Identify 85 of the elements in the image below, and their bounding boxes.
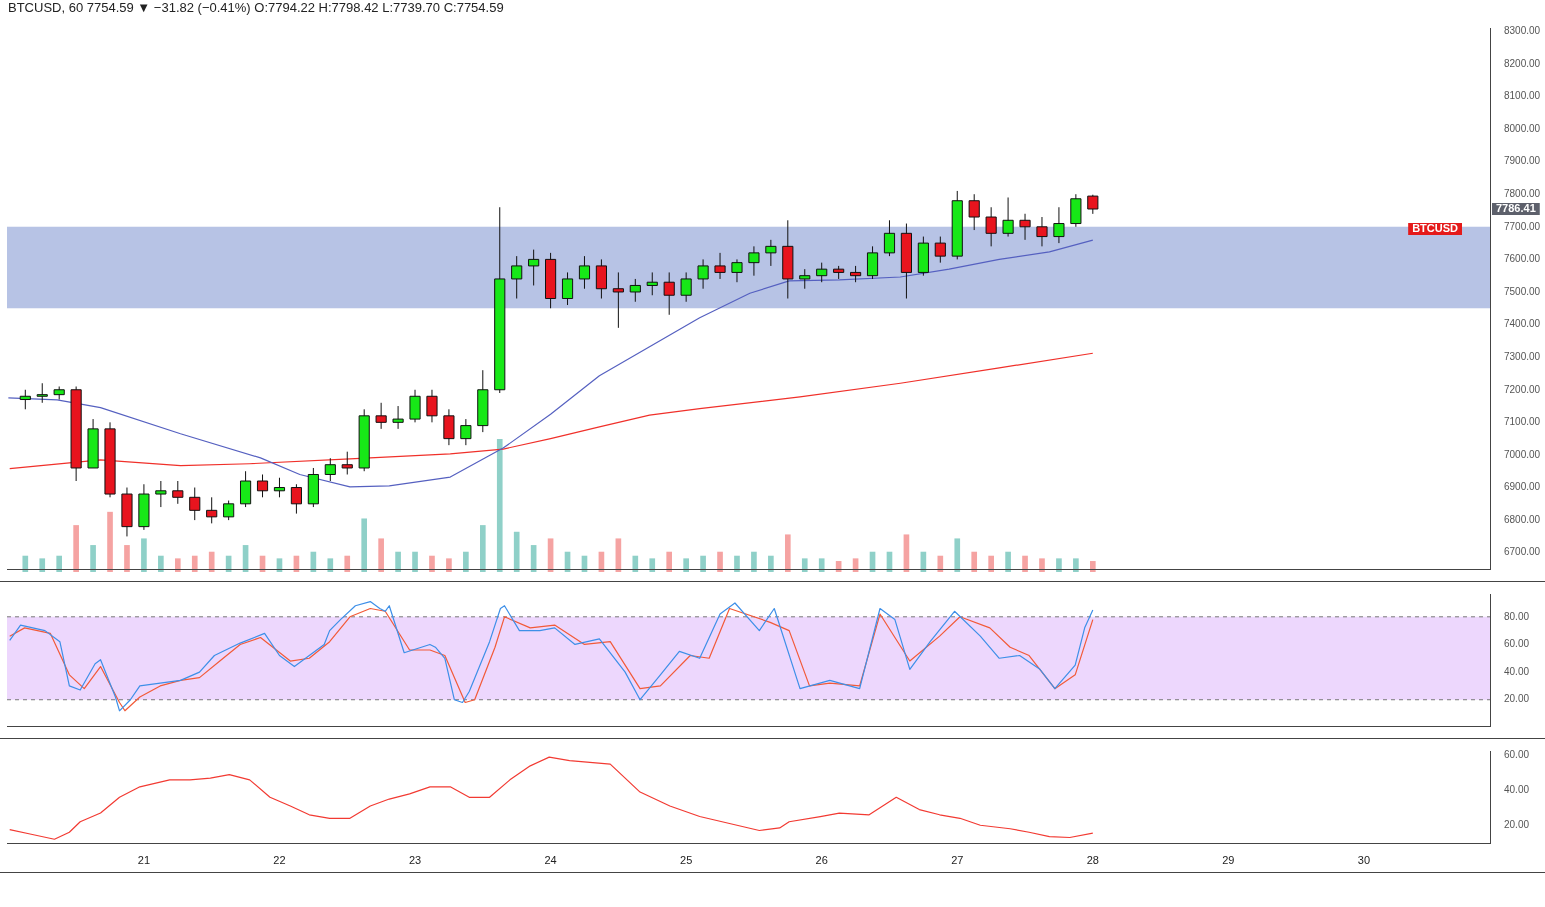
bar <box>1073 558 1079 572</box>
bar <box>107 511 113 572</box>
bar <box>158 555 164 572</box>
x-tick-label: 29 <box>1222 854 1235 867</box>
bar <box>1056 558 1062 572</box>
x-tick-label: 23 <box>408 854 422 867</box>
bar <box>378 538 384 572</box>
y-tick-label: 8300.00 <box>1504 25 1541 37</box>
y-tick-label: 7500.00 <box>1504 285 1541 297</box>
candlestick <box>714 252 726 280</box>
y-tick-label: 6700.00 <box>1504 546 1541 558</box>
y-tick-label: 7000.00 <box>1504 448 1541 460</box>
bar <box>818 558 825 572</box>
annotation: BTCUSD <box>1412 222 1459 235</box>
bar <box>344 555 351 572</box>
y-tick-label: 8100.00 <box>1504 90 1541 102</box>
y-tick-label: 7100.00 <box>1504 416 1541 428</box>
bar <box>191 555 198 572</box>
bar <box>73 525 79 572</box>
y-tick-label: 7300.00 <box>1504 350 1541 362</box>
bar <box>1022 555 1028 572</box>
y-tick-label: 60.00 <box>1504 749 1530 761</box>
y-tick-label: 7400.00 <box>1504 318 1541 330</box>
x-tick-label: 22 <box>273 854 286 867</box>
bar <box>22 555 29 572</box>
bar <box>429 555 435 572</box>
y-tick-label: 7200.00 <box>1504 383 1541 395</box>
bar <box>361 518 368 572</box>
bar <box>937 555 944 572</box>
bar <box>768 555 774 572</box>
bar <box>954 538 961 572</box>
bar <box>513 531 520 572</box>
bar <box>1039 558 1045 572</box>
y-tick-label: 8200.00 <box>1504 57 1541 69</box>
bar <box>496 439 503 572</box>
y-tick-label: 40.00 <box>1504 665 1530 677</box>
bar <box>39 558 46 572</box>
bar <box>90 545 96 572</box>
bar <box>1089 561 1096 572</box>
y-tick-label: 7700.00 <box>1504 220 1541 232</box>
y-tick-label: 7800.00 <box>1504 187 1541 199</box>
x-tick-label: 30 <box>1357 854 1371 867</box>
bar <box>327 558 334 572</box>
candlestick <box>731 258 743 283</box>
y-tick-label: 20.00 <box>1504 693 1530 705</box>
bar <box>412 551 418 572</box>
bar <box>56 555 63 572</box>
y-tick-label: 8000.00 <box>1504 122 1541 134</box>
x-tick-label: 28 <box>1086 854 1099 867</box>
bar <box>801 558 808 572</box>
bar <box>734 555 740 572</box>
y-tick-label: 6800.00 <box>1504 513 1541 525</box>
bar <box>124 545 130 572</box>
x-tick-label: 21 <box>137 854 151 867</box>
bar <box>479 525 486 572</box>
bar <box>700 555 706 572</box>
chart-title: BTCUSD, 60 7754.59 ▼ −31.82 (−0.41%) O:7794.22 H:7798.42 L:7739.70 C:7754.59 <box>8 0 504 16</box>
bar <box>174 558 181 572</box>
bar <box>666 551 673 572</box>
x-tick-label: 24 <box>544 854 557 867</box>
y-tick-label: 7600.00 <box>1504 253 1541 265</box>
text: 7786.41 <box>1496 202 1536 215</box>
bar <box>446 558 452 572</box>
bar <box>395 551 401 572</box>
x-tick-label: 25 <box>680 854 693 867</box>
bar <box>784 534 791 572</box>
y-tick-label: 80.00 <box>1504 610 1530 622</box>
bar <box>649 558 656 572</box>
bar <box>1005 551 1011 572</box>
bar <box>751 551 757 572</box>
bar <box>988 555 994 572</box>
bar <box>717 551 723 572</box>
y-tick-label: 60.00 <box>1504 638 1530 650</box>
bar <box>208 551 215 572</box>
y-tick-label: 40.00 <box>1504 784 1530 796</box>
bar <box>141 538 147 572</box>
bar <box>683 558 689 572</box>
y-tick-label: 6900.00 <box>1504 481 1541 493</box>
bar <box>971 551 978 572</box>
y-tick-label: 7900.00 <box>1504 155 1541 167</box>
bar <box>463 551 469 572</box>
x-tick-label: 26 <box>815 854 828 867</box>
y-tick-label: 20.00 <box>1504 819 1530 831</box>
x-tick-label: 27 <box>951 854 964 867</box>
bar <box>632 555 639 572</box>
